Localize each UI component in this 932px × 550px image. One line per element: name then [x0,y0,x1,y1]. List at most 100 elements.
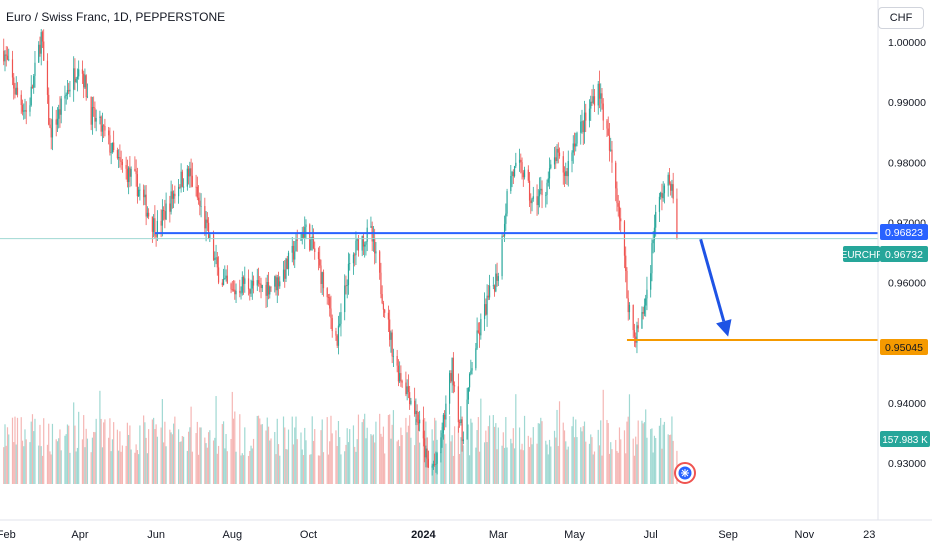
candle-body [110,152,112,153]
candle-body [212,234,215,260]
candle-body [399,373,401,382]
volume-bar [20,417,22,484]
volume-bar [301,449,303,484]
volume-bar [257,415,260,484]
candle-body [476,330,478,349]
candle-body [382,303,385,310]
volume-bar [138,454,140,484]
volume-bar [520,449,522,484]
volume-bar [546,444,548,484]
candle-body [128,167,130,183]
volume-bar [662,424,664,484]
candle-body [81,69,84,74]
time-axis[interactable]: Feb Apr Jun Aug Oct 2024 Mar May Jul Sep Nov 23 [0,529,875,541]
volume-bar [511,443,513,484]
candle-body [69,89,71,92]
x-tick-label: Sep [718,529,738,541]
orange-line-badge [880,339,928,355]
candle-body [240,292,242,294]
candle-body [126,168,128,183]
volume-bar [31,414,34,484]
candle-body [160,220,162,226]
volume-bar [426,455,428,484]
candle-body [562,156,564,173]
volume-bar [65,434,67,484]
candle-body [41,32,44,42]
candle-body [487,295,489,298]
volume-bar [177,429,180,484]
volume-bar [357,414,360,484]
volume-bar [113,422,115,484]
volume-bar [108,437,110,484]
candle-body [151,216,153,232]
candle-body [573,143,576,147]
candle-body [284,269,286,279]
volume-bar [573,437,576,484]
volume-bar [558,401,561,484]
candle-body [326,288,328,298]
candle-body [256,280,258,286]
volume-bar [541,421,543,484]
volume-bar [129,425,131,484]
candle-body [282,269,285,282]
volume-bar [397,439,400,484]
volume-bar [364,413,366,484]
volume-bar [148,429,150,484]
volume-bar [300,432,302,484]
candle-body [406,386,408,395]
candle-body [523,169,526,178]
volume-bar [409,415,411,484]
volume-bar [476,430,478,484]
down-arrow-shaft[interactable] [699,238,726,322]
x-tick-label: Oct [300,529,317,541]
candle-body [636,325,638,343]
volume-bar [139,425,141,484]
candle-body [25,110,27,112]
candle-body [135,170,137,175]
candle-body [170,191,172,212]
candle-body [365,241,367,245]
candle-body [120,160,122,162]
event-marker-icon[interactable] [674,462,696,484]
candle-body [497,276,499,281]
volume-bar [103,422,105,484]
candle-body [16,87,19,95]
candle-body [521,162,523,173]
volume-bar [173,423,175,484]
volume-bar [3,447,5,484]
candle-body [381,294,383,304]
volume-bar [344,451,346,484]
candle-body [391,332,393,357]
volume-bar [25,439,27,484]
volume-bar [642,423,644,484]
volume-bar [628,394,631,484]
volume-bar [43,418,45,484]
candle-body [663,185,666,194]
candle-body [217,267,220,283]
volume-bar [330,415,332,484]
candle-body [230,283,232,290]
candle-body [467,387,469,400]
currency-button[interactable]: CHF [878,7,924,29]
candle-body [31,86,34,88]
y-tick-label: 1.00000 [888,37,926,49]
volume-bar [518,427,521,484]
volume-bar [95,418,97,484]
volume-bar [515,394,517,484]
candles [3,28,678,476]
candle-body [672,184,674,199]
volume-bar [618,427,621,484]
candle-body [625,255,627,271]
volume-bar [339,437,341,484]
candle-body [327,297,330,298]
candle-body [205,219,207,229]
candle-body [33,75,35,88]
volume-bar [34,418,36,484]
volume-bar [346,428,348,484]
volume-bar [336,445,338,484]
volume-bar [641,420,643,484]
x-tick-label: May [564,529,585,541]
candle-body [513,166,516,177]
candle-body [468,374,471,388]
